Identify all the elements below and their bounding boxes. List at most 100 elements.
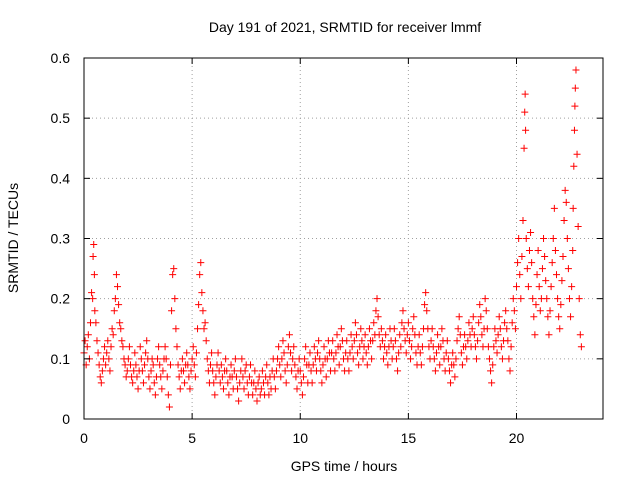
data-point <box>502 307 510 315</box>
data-point <box>309 361 317 369</box>
data-point <box>257 385 265 393</box>
data-point <box>514 259 522 267</box>
data-point <box>451 373 459 381</box>
data-point <box>395 349 403 357</box>
data-point <box>449 349 457 357</box>
data-point <box>398 319 406 327</box>
data-point <box>407 355 415 363</box>
data-point <box>114 283 122 291</box>
data-point <box>123 367 131 375</box>
data-point <box>569 247 577 255</box>
data-point <box>450 361 458 369</box>
data-point <box>230 367 238 375</box>
data-point <box>533 271 541 279</box>
data-point <box>404 319 412 327</box>
data-point <box>197 259 205 267</box>
data-point <box>280 349 288 357</box>
data-point <box>384 361 392 369</box>
data-point <box>362 349 370 357</box>
data-point <box>437 343 445 351</box>
data-point <box>428 325 436 333</box>
data-point <box>81 337 89 345</box>
data-point <box>105 355 113 363</box>
data-point <box>474 337 482 345</box>
data-point <box>570 126 578 134</box>
data-point <box>521 108 529 116</box>
data-point <box>336 343 344 351</box>
data-point <box>299 373 307 381</box>
data-point <box>558 277 566 285</box>
data-point <box>278 355 286 363</box>
data-point <box>318 379 326 387</box>
x-tick-label: 15 <box>401 430 417 446</box>
data-point <box>287 349 295 357</box>
data-point <box>175 373 183 381</box>
data-point <box>532 301 540 309</box>
data-point <box>296 367 304 375</box>
y-tick-label: 0.3 <box>51 231 71 247</box>
data-point <box>575 295 583 303</box>
data-point <box>288 367 296 375</box>
y-tick-label: 0 <box>62 411 70 427</box>
data-point <box>310 343 318 351</box>
data-point <box>465 319 473 327</box>
data-point <box>190 361 198 369</box>
data-point <box>492 337 500 345</box>
data-point <box>231 355 239 363</box>
data-point <box>161 343 169 351</box>
data-point <box>141 361 149 369</box>
data-point <box>332 349 340 357</box>
data-point <box>169 271 177 279</box>
data-point <box>536 307 544 315</box>
data-point <box>551 247 559 255</box>
data-point <box>192 349 200 357</box>
data-point <box>134 385 142 393</box>
data-point <box>349 355 357 363</box>
data-point <box>482 307 490 315</box>
data-point <box>345 367 353 375</box>
data-point <box>528 259 536 267</box>
data-point <box>351 319 359 327</box>
data-point <box>436 361 444 369</box>
data-point <box>329 337 337 345</box>
data-point <box>447 379 455 387</box>
data-point <box>159 367 167 375</box>
data-point <box>319 361 327 369</box>
data-point <box>572 66 580 74</box>
data-point <box>298 391 306 399</box>
data-point <box>522 235 530 242</box>
x-tick-label: 5 <box>188 430 196 446</box>
data-point <box>154 355 162 363</box>
data-point <box>173 343 181 351</box>
data-point <box>207 361 215 369</box>
data-point <box>320 343 328 351</box>
data-point <box>89 253 97 261</box>
data-point <box>150 379 158 387</box>
data-point <box>498 355 506 363</box>
data-point <box>308 379 316 387</box>
data-point <box>442 349 450 357</box>
data-point <box>93 337 101 345</box>
data-point <box>346 349 354 357</box>
data-point <box>574 222 582 230</box>
data-point <box>184 361 192 369</box>
data-point <box>540 235 548 242</box>
data-point <box>315 337 323 345</box>
data-point <box>271 385 279 393</box>
data-point <box>191 373 199 381</box>
data-point <box>162 355 170 363</box>
data-point <box>101 343 109 351</box>
data-point <box>469 313 477 321</box>
data-point <box>297 379 305 387</box>
data-point <box>200 325 208 333</box>
data-point <box>139 379 147 387</box>
data-point <box>89 295 97 303</box>
y-axis-label: SRMTID / TECUs <box>5 183 21 293</box>
data-point <box>289 355 297 363</box>
data-point <box>452 355 460 363</box>
data-point <box>109 331 117 339</box>
data-point <box>199 307 207 315</box>
data-point <box>265 391 273 399</box>
data-point <box>493 349 501 357</box>
data-point <box>83 343 91 351</box>
